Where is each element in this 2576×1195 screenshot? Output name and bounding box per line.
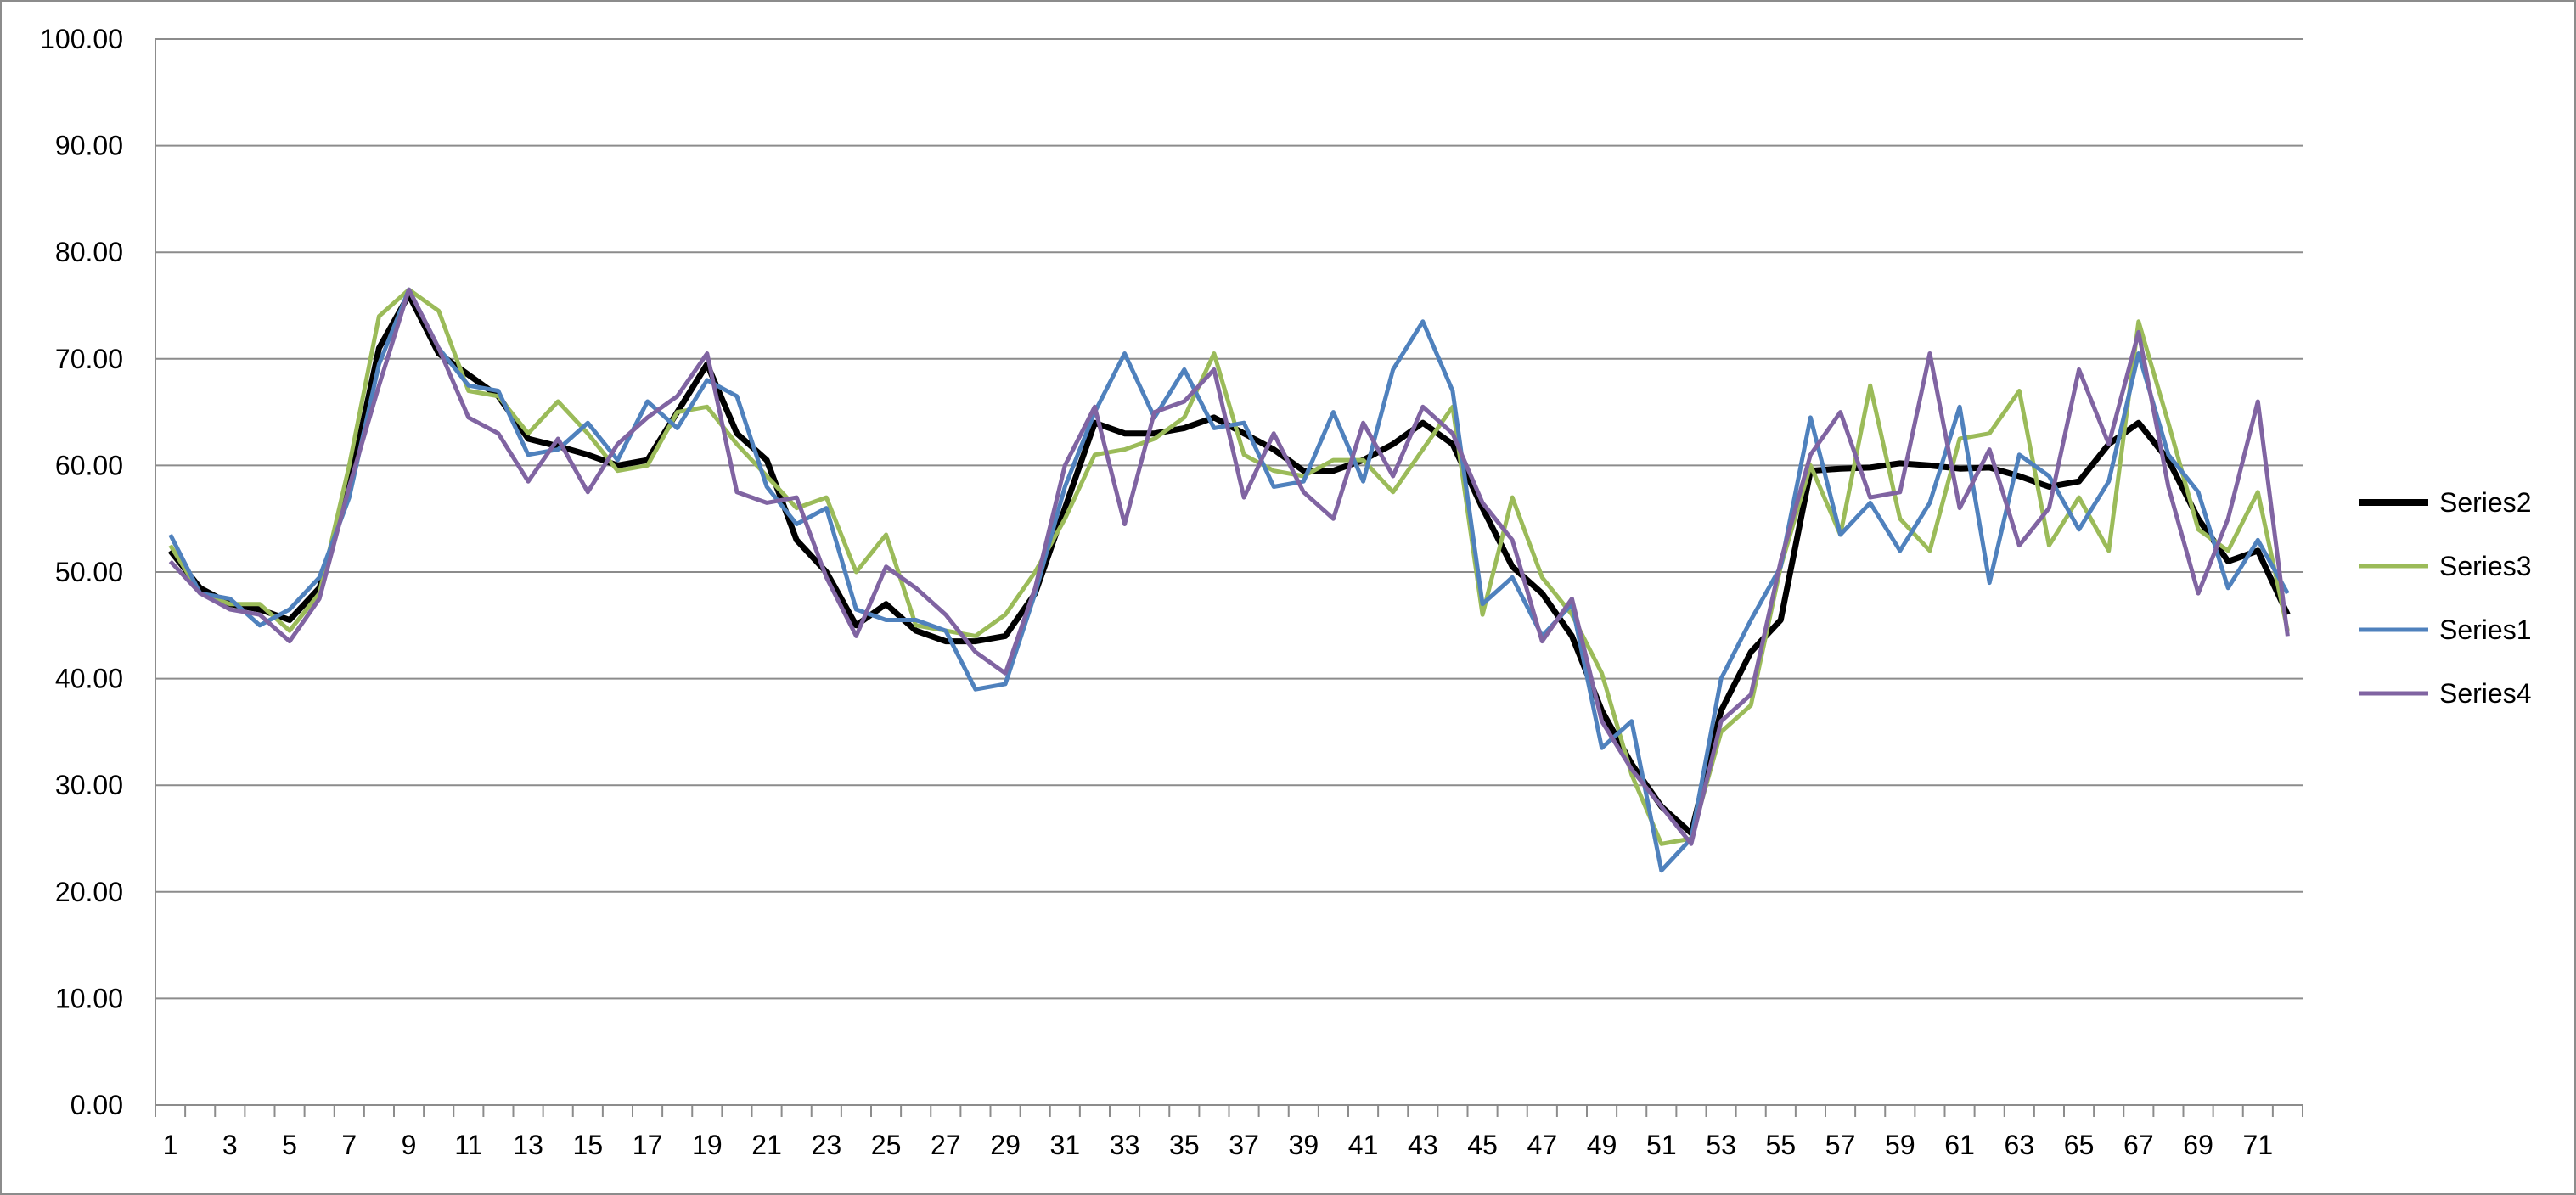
legend-item-series1: Series1	[2359, 614, 2532, 645]
x-tick-label: 35	[1169, 1130, 1200, 1160]
legend-label: Series2	[2439, 487, 2532, 518]
x-tick-label: 11	[454, 1130, 482, 1160]
y-tick-label: 100.00	[40, 24, 123, 54]
y-tick-label: 90.00	[55, 131, 123, 161]
x-tick-label: 57	[1825, 1130, 1856, 1160]
x-tick-labels: 1 3 5 7 9 11 13 15 17 19 21 23 25 27 29 31 33 35 37 39 41 43 4…	[163, 1130, 2273, 1160]
x-tick-label: 9	[402, 1130, 417, 1160]
y-tick-label: 60.00	[55, 450, 123, 480]
x-tick-label: 37	[1229, 1130, 1259, 1160]
legend-item-series2: Series2	[2359, 487, 2532, 518]
series-lines	[167, 287, 2291, 873]
x-tick-label: 27	[931, 1130, 961, 1160]
x-tick-label: 65	[2064, 1130, 2095, 1160]
legend-label: Series4	[2439, 678, 2532, 709]
x-tick-label: 61	[1944, 1130, 1975, 1160]
y-tick-label: 80.00	[55, 237, 123, 267]
x-tick-label: 29	[990, 1130, 1021, 1160]
legend-label: Series1	[2439, 614, 2532, 645]
x-tick-label: 43	[1408, 1130, 1438, 1160]
x-tick-label: 47	[1527, 1130, 1558, 1160]
y-tick-label: 50.00	[55, 557, 123, 587]
y-tick-label: 40.00	[55, 664, 123, 694]
x-tick-label: 25	[871, 1130, 902, 1160]
y-tick-label: 30.00	[55, 770, 123, 800]
x-tick-label: 33	[1110, 1130, 1140, 1160]
x-tick-label: 7	[341, 1130, 357, 1160]
x-tick-label: 39	[1289, 1130, 1319, 1160]
axes	[155, 39, 2303, 1117]
x-tick-label: 3	[222, 1130, 238, 1160]
x-tick-label: 53	[1706, 1130, 1736, 1160]
x-tick-label: 17	[633, 1130, 663, 1160]
x-tick-label: 19	[692, 1130, 723, 1160]
x-tick-label: 69	[2183, 1130, 2213, 1160]
series-line-series2	[167, 291, 2291, 837]
x-tick-label: 31	[1050, 1130, 1081, 1160]
x-tick-label: 67	[2123, 1130, 2154, 1160]
x-tick-label: 23	[812, 1130, 842, 1160]
x-tick-label: 21	[751, 1130, 782, 1160]
y-tick-label: 0.00	[70, 1090, 123, 1120]
x-tick-label: 15	[573, 1130, 604, 1160]
series-line-series3	[168, 287, 2290, 846]
x-tick-label: 49	[1587, 1130, 1617, 1160]
x-tick-label: 13	[513, 1130, 543, 1160]
x-tick-label: 1	[163, 1130, 178, 1160]
series-line-series4	[168, 287, 2290, 846]
x-tick-label: 51	[1646, 1130, 1677, 1160]
legend-label: Series3	[2439, 551, 2532, 581]
y-tick-label: 10.00	[55, 983, 123, 1013]
x-tick-label: 55	[1766, 1130, 1797, 1160]
legend-item-series3: Series3	[2359, 551, 2532, 581]
y-tick-label: 20.00	[55, 877, 123, 907]
y-tick-label: 70.00	[55, 344, 123, 374]
x-tick-label: 5	[282, 1130, 297, 1160]
x-tick-label: 71	[2243, 1130, 2274, 1160]
series-line-series1	[168, 287, 2290, 873]
x-tick-label: 45	[1467, 1130, 1498, 1160]
x-tick-label: 41	[1348, 1130, 1379, 1160]
y-tick-labels: 0.00 10.00 20.00 30.00 40.00 50.00 60.00 70.00 8…	[40, 24, 123, 1120]
x-tick-label: 63	[2005, 1130, 2035, 1160]
legend: Series2 Series3 Series1 Series4	[2359, 487, 2532, 709]
x-tick-label: 59	[1885, 1130, 1915, 1160]
legend-item-series4: Series4	[2359, 678, 2532, 709]
